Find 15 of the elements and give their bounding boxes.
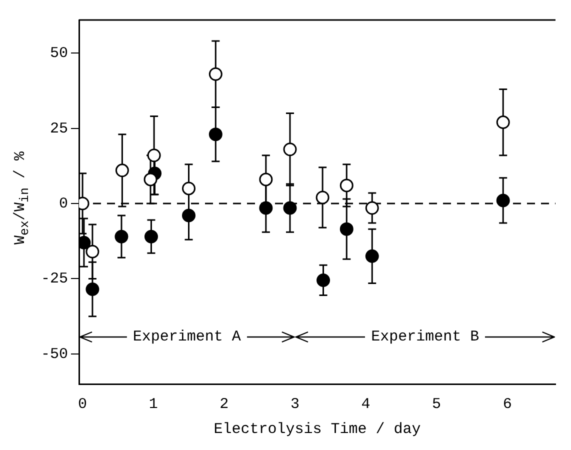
y-tick-label: 0 <box>58 195 68 212</box>
y-tick-label: -25 <box>40 270 68 288</box>
annotation: Experiment B <box>371 328 480 346</box>
x-tick-label: 2 <box>220 396 229 413</box>
x-tick-label: 3 <box>290 396 300 413</box>
x-tick-label: 0 <box>78 396 88 413</box>
y-tick-label: 50 <box>50 45 68 62</box>
x-tick-label: 6 <box>502 396 512 413</box>
x-tick-label: 1 <box>148 396 158 413</box>
y-tick-label: 25 <box>50 120 68 138</box>
annotation: Experiment A <box>132 328 241 346</box>
x-axis-title: Electrolysis Time / day <box>214 420 421 438</box>
y-tick-label: -50 <box>40 346 68 363</box>
x-tick-label: 4 <box>361 396 370 413</box>
x-tick-label: 5 <box>432 396 442 413</box>
